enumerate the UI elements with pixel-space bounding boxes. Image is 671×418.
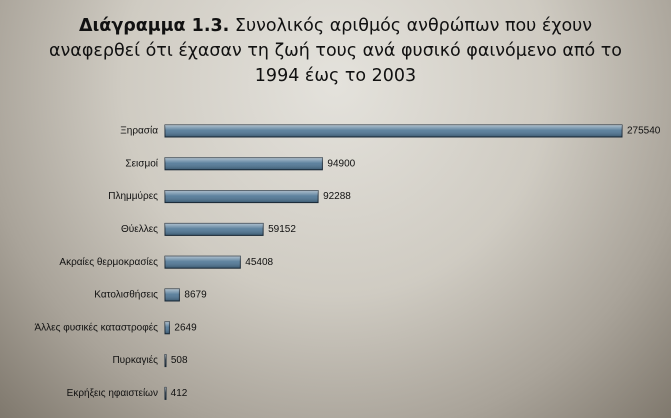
title-label: Διάγραμμα 1.3.: [78, 16, 230, 36]
value-label: 2649: [174, 322, 197, 333]
category-label: Άλλες φυσικές καταστροφές: [34, 321, 158, 333]
bar-shine: [165, 190, 319, 203]
category-label: Πλημμύρες: [108, 190, 158, 202]
category-label: Σεισμοί: [125, 157, 158, 169]
category-label: Πυρκαγιές: [112, 354, 158, 366]
value-label: 412: [171, 388, 188, 399]
value-label: 275540: [627, 126, 661, 137]
category-label: Κατολισθήσεις: [94, 289, 158, 301]
chart-title: Διάγραμμα 1.3. Συνολικός αριθμός ανθρώπω…: [40, 14, 631, 89]
value-label: 59152: [268, 224, 296, 235]
bar-shine: [165, 125, 622, 137]
category-label: Εκρήξεις ηφαιστείων: [67, 387, 158, 399]
value-label: 508: [171, 355, 188, 366]
title-text: Συνολικός αριθμός ανθρώπων που έχουν ανα…: [48, 16, 622, 86]
bar-shine: [165, 321, 170, 334]
bar-shine: [165, 354, 166, 367]
bar-shine: [165, 157, 323, 170]
bar-shine: [165, 289, 180, 301]
category-label: Θύελλες: [121, 223, 158, 235]
value-label: 8679: [184, 290, 207, 301]
category-label: Ακραίες θερμοκρασίες: [59, 256, 158, 268]
value-label: 92288: [323, 191, 351, 202]
value-label: 45408: [245, 257, 273, 268]
bar-shine: [165, 387, 166, 400]
bar-shine: [165, 223, 264, 236]
category-label: Ξηρασία: [120, 125, 158, 137]
value-label: 94900: [327, 158, 355, 169]
bar-shine: [165, 256, 241, 269]
